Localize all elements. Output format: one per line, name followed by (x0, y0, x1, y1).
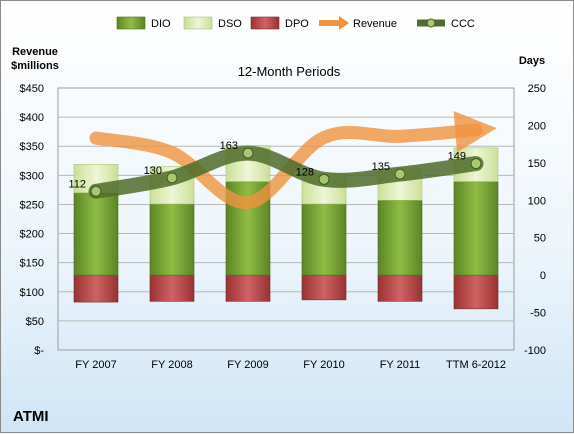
legend-label: DIO (151, 18, 171, 30)
ccc-point (318, 173, 330, 185)
left-tick-label: $100 (20, 287, 44, 299)
right-tick-label: 50 (534, 233, 546, 245)
legend-swatch (183, 16, 213, 30)
ccc-point (166, 172, 178, 184)
right-tick-label: 250 (528, 83, 546, 95)
left-tick-label: $150 (20, 258, 44, 270)
bar-dio (73, 192, 119, 276)
ccc-point (242, 147, 254, 159)
bar-dpo (149, 274, 195, 302)
bar-dpo (225, 274, 271, 302)
left-tick-label: $- (34, 345, 44, 357)
bar-dpo (301, 274, 347, 301)
left-axis-title: Revenue $millions (11, 46, 59, 72)
ccc-data-label: 130 (144, 165, 162, 177)
ccc-data-label: 149 (448, 151, 466, 163)
right-tick-label: 150 (528, 158, 546, 170)
company-label: ATMI (13, 408, 49, 425)
ccc-point (394, 168, 406, 180)
left-tick-label: $300 (20, 170, 44, 182)
right-tick-label: 100 (528, 195, 546, 207)
category-label: FY 2008 (151, 359, 192, 371)
category-label: TTM 6-2012 (446, 359, 506, 371)
legend-swatch (250, 16, 280, 30)
right-tick-label: 200 (528, 120, 546, 132)
axes: $- $50 $100 $150 $200 $250 $300 $350 $400 $450 -10… (20, 83, 546, 371)
category-label: FY 2011 (380, 359, 421, 371)
left-tick-label: $350 (20, 141, 44, 153)
category-label: FY 2009 (227, 359, 268, 371)
bar-dio (149, 203, 195, 276)
right-axis-title: Days (519, 55, 545, 67)
left-axis-title-line2: $millions (11, 60, 59, 72)
left-tick-label: $250 (20, 199, 44, 211)
legend-swatch (116, 16, 146, 30)
left-tick-label: $450 (20, 83, 44, 95)
bar-dpo (73, 274, 119, 303)
legend-arrow-head (339, 16, 349, 30)
bar-dpo (377, 274, 423, 302)
ccc-point (470, 158, 482, 170)
legend-label: Revenue (353, 18, 397, 30)
category-label: FY 2007 (75, 359, 116, 371)
category-label: FY 2010 (303, 359, 344, 371)
plot-area (57, 87, 515, 351)
ccc-data-label: 128 (296, 166, 314, 178)
right-tick-label: -50 (530, 308, 546, 320)
gridlines (57, 87, 515, 351)
left-axis-title-line1: Revenue (12, 46, 58, 58)
left-tick-label: $50 (26, 316, 44, 328)
ccc-data-label: 135 (372, 161, 390, 173)
revenue-line (89, 110, 497, 210)
ccc-data-label: 112 (68, 178, 86, 190)
left-tick-label: $200 (20, 229, 44, 241)
bar-dio (453, 181, 499, 276)
legend-label: CCC (451, 18, 475, 30)
legend: DIO DSO DPO Revenue CCC (116, 16, 475, 30)
bar-dio (377, 199, 423, 276)
lines: 112 130 163 128 135 149 (68, 110, 497, 210)
bar-dio (301, 203, 347, 276)
right-tick-label: -100 (524, 345, 546, 357)
legend-label: DSO (218, 18, 242, 30)
chart-title: 12-Month Periods (238, 64, 341, 79)
legend-marker (426, 18, 436, 28)
ccc-point (90, 185, 102, 197)
legend-label: DPO (285, 18, 309, 30)
ccc-data-label: 163 (220, 140, 238, 152)
right-tick-label: 0 (540, 270, 546, 282)
left-tick-label: $400 (20, 112, 44, 124)
bar-dpo (453, 274, 499, 310)
